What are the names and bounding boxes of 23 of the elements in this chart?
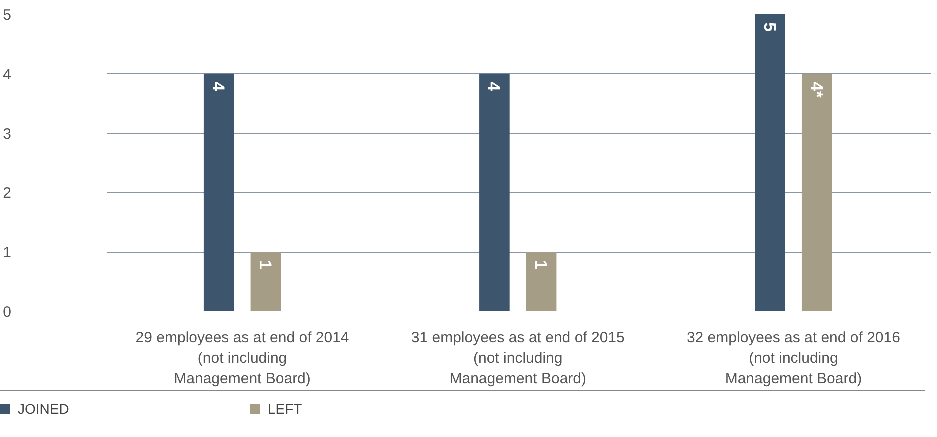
data-label: 4 [209, 82, 228, 92]
bar [250, 252, 282, 312]
x-tick-label: 31 employees as at end of 2015 (not including Management Board) [411, 330, 625, 388]
bar [480, 74, 510, 312]
y-tick-label: 4 [3, 66, 12, 84]
bar [802, 74, 832, 312]
bar [204, 74, 234, 312]
y-tick-label: 1 [3, 244, 12, 262]
legend-item: LEFT [250, 399, 500, 419]
bar [526, 252, 557, 312]
x-tick-label: 29 employees as at end of 2014 (not including Management Board) [136, 330, 350, 388]
legend-item: JOINED [0, 399, 250, 419]
y-tick-label: 5 [3, 7, 12, 24]
data-label: 4 [484, 82, 504, 92]
y-tick-label: 2 [3, 185, 12, 202]
y-tick-label: 3 [3, 126, 12, 143]
data-label: 1 [532, 260, 551, 270]
bar [755, 14, 786, 312]
x-tick-label: 32 employees as at end of 2016 (not including Management Board) [686, 330, 900, 388]
data-label: 1 [256, 260, 275, 270]
data-label: 4* [808, 82, 827, 98]
data-label: 5 [760, 22, 780, 32]
y-tick-label: 0 [3, 304, 12, 321]
